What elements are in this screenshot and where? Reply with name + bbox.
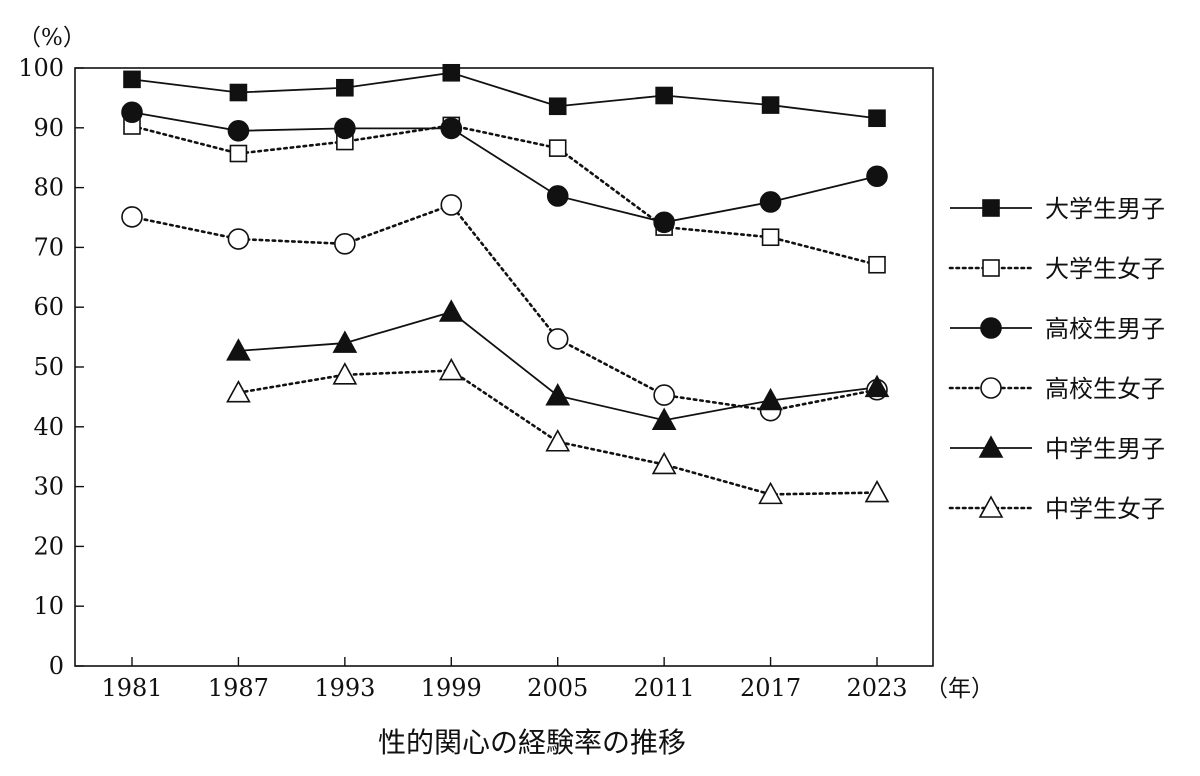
x-tick-label: 1999 <box>421 674 482 702</box>
series-line-3 <box>131 111 878 224</box>
chart-caption: 性的関心の経験率の推移 <box>378 726 686 759</box>
legend-label: 高校生女子 <box>1045 375 1165 403</box>
data-point-series-1 <box>761 96 780 114</box>
data-point-series-3 <box>546 185 569 207</box>
legend-marker <box>980 317 1002 339</box>
data-point-series-2 <box>868 255 886 274</box>
data-point-series-6 <box>438 357 464 381</box>
legend-marker <box>978 435 1004 458</box>
data-point-series-5 <box>545 383 571 406</box>
y-tick-label: 20 <box>33 532 64 560</box>
y-tick-label: 70 <box>33 233 64 261</box>
data-point-series-5 <box>864 374 890 398</box>
y-tick-label: 30 <box>33 473 64 501</box>
x-tick-label: 1987 <box>208 674 269 702</box>
data-point-series-6 <box>545 429 571 452</box>
legend-label: 高校生男子 <box>1045 315 1165 343</box>
data-point-series-1 <box>442 63 461 82</box>
data-point-series-6 <box>864 479 890 503</box>
data-point-series-5 <box>226 338 251 361</box>
x-tick-label: 1993 <box>314 674 375 702</box>
x-tick-label: 2023 <box>846 674 907 702</box>
y-tick-label: 0 <box>49 652 64 680</box>
legend-marker <box>982 199 1000 217</box>
series-line-2 <box>130 124 879 267</box>
legend-label: 中学生男子 <box>1045 435 1165 463</box>
x-axis-unit: （年） <box>925 676 994 702</box>
data-point-series-1 <box>123 70 141 89</box>
y-tick-label: 10 <box>33 592 64 620</box>
data-point-series-5 <box>758 387 783 411</box>
data-point-series-3 <box>440 117 463 140</box>
y-tick-label: 90 <box>33 114 64 142</box>
data-point-series-5 <box>332 330 358 353</box>
data-point-series-6 <box>332 362 358 385</box>
y-tick-label: 40 <box>33 413 64 441</box>
x-tick-label: 2017 <box>740 674 801 702</box>
data-point-series-6 <box>226 380 251 403</box>
data-point-series-1 <box>548 97 567 116</box>
legend-label: 大学生男子 <box>1045 195 1165 223</box>
data-point-series-4 <box>653 384 675 406</box>
x-tick-label: 2005 <box>527 674 588 702</box>
legend-marker <box>980 377 1002 399</box>
y-tick-label: 100 <box>18 54 64 82</box>
data-point-series-2 <box>229 144 248 163</box>
x-tick-label: 1981 <box>101 674 162 702</box>
data-point-series-6 <box>651 451 677 475</box>
y-axis-unit: （%） <box>18 25 86 51</box>
legend-label: 中学生女子 <box>1045 495 1165 523</box>
axis-ticks: 0 10 20 30 40 50 60 70 80 90 100 1981 1987 1993 1999 20… <box>18 54 907 702</box>
legend-marker <box>982 259 1000 277</box>
legend-marker <box>978 495 1004 518</box>
data-point-series-4 <box>440 194 463 216</box>
data-point-series-3 <box>759 191 782 213</box>
data-point-series-4 <box>121 206 143 228</box>
data-point-series-4 <box>546 328 569 350</box>
data-point-series-2 <box>761 228 780 247</box>
series-group <box>121 63 890 505</box>
x-tick-label: 2011 <box>634 674 695 702</box>
data-point-series-2 <box>548 139 567 157</box>
data-point-series-5 <box>651 407 677 431</box>
data-point-series-1 <box>229 83 248 102</box>
data-point-series-4 <box>334 233 356 255</box>
y-tick-label: 50 <box>33 353 64 381</box>
data-point-series-5 <box>438 299 464 322</box>
plot-frame <box>74 67 934 667</box>
y-tick-label: 80 <box>33 174 64 202</box>
series-line-4 <box>130 203 879 412</box>
data-point-series-4 <box>227 228 250 250</box>
data-point-series-1 <box>868 109 886 128</box>
y-tick-label: 60 <box>33 293 64 321</box>
series-line-1 <box>131 71 878 120</box>
data-point-series-3 <box>334 117 356 140</box>
data-point-series-1 <box>655 86 673 105</box>
data-point-series-3 <box>227 119 250 142</box>
data-point-series-1 <box>336 78 354 97</box>
data-point-series-3 <box>653 211 675 234</box>
legend-label: 大学生女子 <box>1045 255 1165 283</box>
data-point-series-6 <box>758 481 783 505</box>
data-point-series-3 <box>121 101 143 124</box>
data-point-series-3 <box>866 165 888 188</box>
